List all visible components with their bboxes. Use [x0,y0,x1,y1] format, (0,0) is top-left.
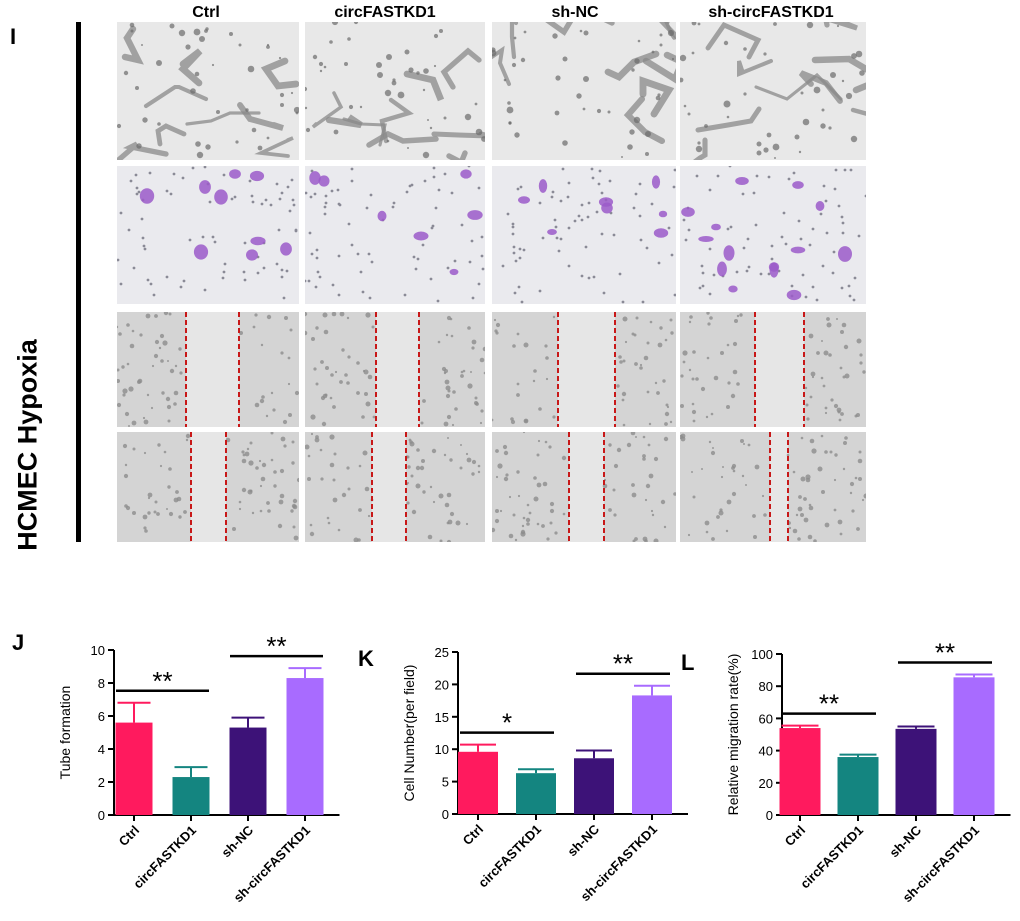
bar-circfastkd1 [516,773,556,814]
x-tick-label: sh-NC [564,821,602,859]
wound-0h-image [305,312,485,427]
wound-24h-image [680,432,866,542]
y-tick-label: 6 [98,709,105,724]
tube-formation-image [305,22,485,160]
vertical-divider-bar [76,22,81,542]
y-tick-label: 2 [98,775,105,790]
panel-letter-l: L [681,650,695,675]
y-tick-label: 4 [98,742,105,757]
y-tick-label: 25 [435,645,449,660]
significance-marker: ** [152,666,172,696]
bar-sh-circfastkd1 [632,695,672,814]
panel-letter-j: J [12,630,25,655]
wound-24h-image [305,432,485,542]
y-axis-label: Tube formation [57,686,73,780]
significance-marker: * [502,708,512,738]
y-tick-label: 20 [759,776,773,791]
column-label-sh-circfastkd1: sh-circFASTKD1 [708,4,834,21]
y-tick-label: 0 [98,808,105,823]
bar-circfastkd1 [837,757,879,815]
bar-sh-nc [574,758,614,814]
column-label-circfastkd1: circFASTKD1 [334,4,436,21]
y-tick-label: 60 [759,711,773,726]
x-tick-label: Ctrl [782,823,808,849]
column-label-sh-nc: sh-NC [551,4,599,21]
y-tick-label: 40 [759,744,773,759]
bar-sh-nc [229,727,267,815]
y-tick-label: 0 [766,808,773,823]
tube-formation-image [492,22,676,160]
transwell-image [492,166,676,304]
transwell-image [117,166,299,304]
bar-sh-circfastkd1 [286,678,324,815]
wound-0h-image [680,312,866,427]
bar-sh-circfastkd1 [953,677,995,815]
chart-cell-number: 0 5 10 15 20 25 Cell Number(per field) Ctrl circ… [340,600,688,921]
y-tick-label: 20 [435,677,449,692]
bar-ctrl [779,728,821,815]
chart-migration-rate: 0 20 40 60 80 100 Relative migration rate(%) Ct… [680,600,1020,921]
significance-marker: ** [819,689,839,719]
x-tick-label: sh-NC [218,822,256,860]
bar-ctrl [458,751,498,814]
panel-letter-i: I [10,24,17,49]
y-tick-label: 10 [435,742,449,757]
tube-formation-image [680,22,866,160]
y-tick-label: 0 [442,807,449,822]
wound-24h-image [492,432,676,542]
x-tick-label: sh-NC [886,822,924,860]
tube-formation-image [117,22,299,160]
x-tick-label: Ctrl [116,823,142,849]
y-axis-label: Relative migration rate(%) [725,654,741,816]
y-tick-label: 15 [435,710,449,725]
chart-tube-formation: 0 2 4 6 8 10 Tube formation Ctrl circFASTKD1 sh-N… [0,600,340,921]
y-tick-label: 5 [442,775,449,790]
y-tick-label: 8 [98,676,105,691]
significance-marker: ** [935,637,955,667]
y-tick-label: 100 [751,647,773,662]
y-tick-label: 80 [759,679,773,694]
x-tick-label: Ctrl [460,822,486,848]
significance-marker: ** [266,631,286,661]
wound-0h-image [492,312,676,427]
y-tick-label: 10 [91,643,105,658]
wound-24h-image [117,432,299,542]
transwell-image [305,166,485,304]
significance-marker: ** [613,649,633,679]
y-axis-label: Cell Number(per field) [401,665,417,802]
bar-ctrl [115,722,153,815]
wound-0h-image [117,312,299,427]
transwell-image [680,166,866,304]
bar-circfastkd1 [172,777,210,815]
column-label-ctrl: Ctrl [192,4,220,21]
bar-sh-nc [895,728,937,815]
panel-letter-k: K [358,646,374,671]
